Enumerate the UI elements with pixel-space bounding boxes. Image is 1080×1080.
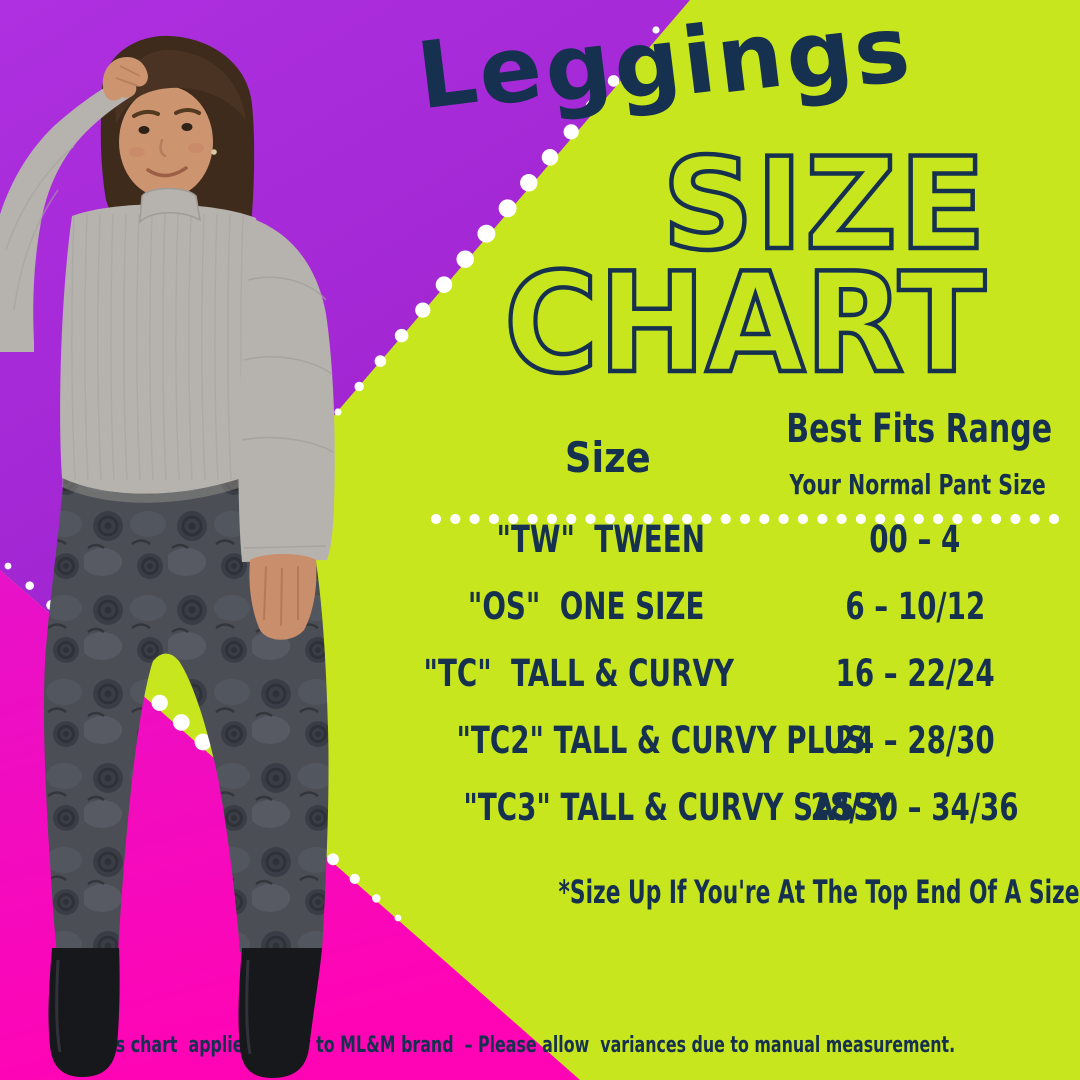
range-value: 6 – 10/12: [845, 585, 985, 628]
footnote-text: *Size Up If You're At The Top End Of A S…: [558, 873, 1080, 911]
table-row: "TW" TWEEN 00 – 4: [320, 506, 1080, 573]
size-label: "TC2" TALL & CURVY PLUS: [456, 719, 866, 762]
size-label: "TW" TWEEN: [496, 518, 705, 561]
model-boots: [48, 948, 322, 1078]
model-sweater: [0, 56, 335, 640]
size-label: "TC3" TALL & CURVY SASSY: [463, 786, 894, 829]
model-hand-on-head: [102, 56, 148, 101]
table-row: "TC3" TALL & CURVY SASSY 28/30 – 34/36: [320, 774, 1080, 841]
range-value: 16 – 22/24: [835, 652, 995, 695]
range-value: 24 – 28/30: [835, 719, 995, 762]
table-row: "TC2" TALL & CURVY PLUS 24 – 28/30: [320, 707, 1080, 774]
column-subheader-range: Your Normal Pant Size: [789, 468, 1046, 501]
model-leggings: [43, 474, 329, 952]
heading-chart: CHART: [502, 243, 988, 404]
range-value: 28/30 – 34/36: [811, 786, 1019, 829]
range-value: 00 – 4: [869, 518, 961, 561]
table-row: "TC" TALL & CURVY 16 – 22/24: [320, 640, 1080, 707]
model-hand: [249, 554, 317, 640]
disclaimer-text: *This chart applies solely to ML&M brand…: [80, 1033, 956, 1058]
column-header-range: Best Fits Range: [786, 406, 1053, 452]
model-face: [115, 50, 247, 220]
heading-size: SIZE: [660, 130, 988, 278]
model-hair: [100, 35, 262, 366]
page-title: Leggings: [411, 0, 919, 131]
size-label: "TC" TALL & CURVY: [423, 652, 735, 695]
size-label: "OS" ONE SIZE: [468, 585, 705, 628]
size-table: "TW" TWEEN 00 – 4 "OS" ONE SIZE 6 – 10/1…: [320, 506, 1080, 841]
table-row: "OS" ONE SIZE 6 – 10/12: [320, 573, 1080, 640]
column-header-size: Size: [565, 433, 651, 482]
